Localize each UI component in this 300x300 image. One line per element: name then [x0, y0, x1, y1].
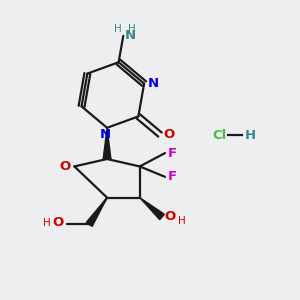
Text: H: H [128, 23, 136, 34]
Text: N: N [125, 29, 136, 42]
Text: N: N [148, 77, 159, 90]
Text: H: H [245, 129, 256, 142]
Text: O: O [60, 160, 71, 173]
Text: F: F [168, 147, 177, 160]
Polygon shape [140, 198, 164, 220]
Text: H: H [43, 218, 51, 228]
Text: F: F [168, 170, 177, 183]
Polygon shape [103, 128, 111, 159]
Text: O: O [164, 128, 175, 141]
Text: N: N [100, 128, 111, 141]
Polygon shape [86, 198, 107, 226]
Text: H: H [114, 23, 122, 34]
Text: O: O [164, 211, 176, 224]
Text: Cl: Cl [212, 129, 227, 142]
Text: O: O [53, 216, 64, 230]
Text: H: H [178, 216, 186, 226]
